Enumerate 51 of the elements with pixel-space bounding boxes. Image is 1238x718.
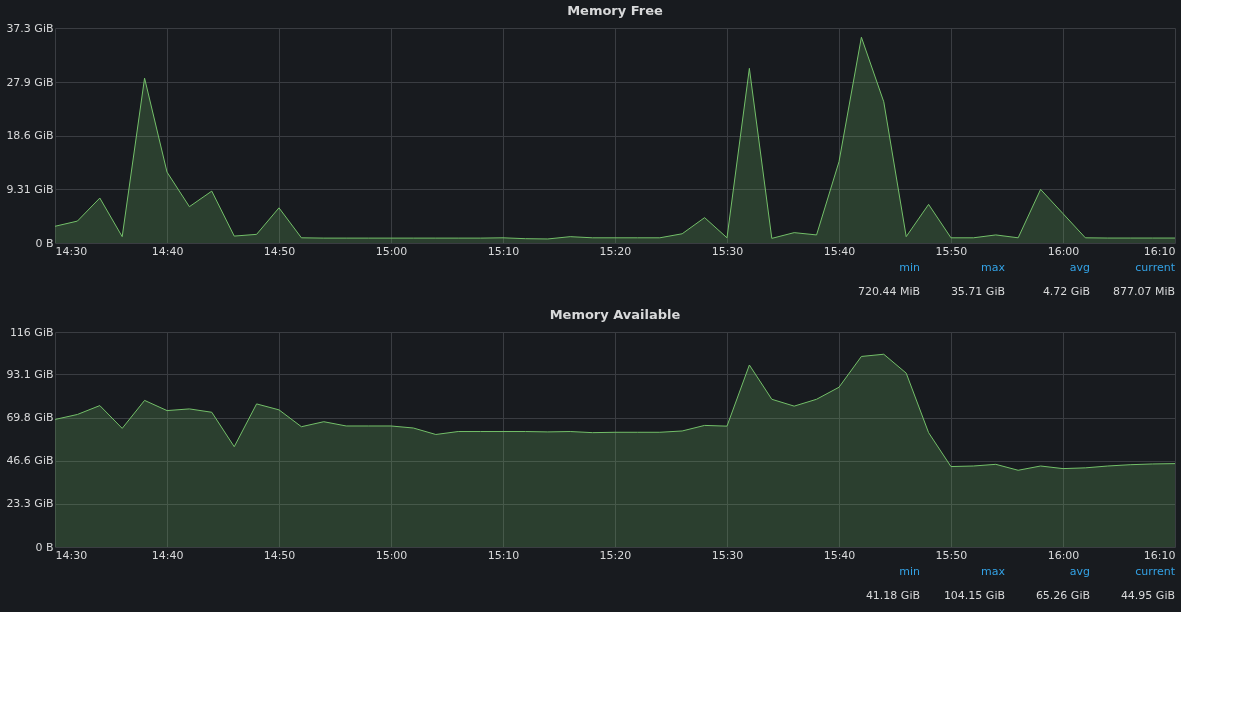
x-tick-label: 16:10 bbox=[1143, 244, 1176, 258]
text: 65.26 GiB bbox=[1035, 589, 1090, 602]
text: current bbox=[1135, 261, 1176, 274]
x-tick-label: 15:00 bbox=[375, 244, 408, 258]
x-tick-label: 15:20 bbox=[599, 548, 632, 562]
text: 41.18 GiB bbox=[865, 589, 920, 602]
y-tick-label: 93.1 GiB bbox=[6, 367, 54, 381]
x-tick-label: 15:50 bbox=[935, 548, 968, 562]
x-tick-label: 16:10 bbox=[1143, 548, 1176, 562]
text: avg bbox=[1069, 565, 1090, 578]
x-tick-label: 14:40 bbox=[151, 244, 184, 258]
text: max bbox=[981, 261, 1006, 274]
y-tick-label: 18.6 GiB bbox=[6, 129, 54, 143]
text: max bbox=[981, 565, 1006, 578]
x-tick-label: 15:20 bbox=[599, 244, 632, 258]
text: 4.72 GiB bbox=[1042, 285, 1090, 298]
y-tick-label: 9.31 GiB bbox=[6, 182, 54, 196]
x-tick-label: 15:30 bbox=[711, 244, 744, 258]
chart-title: Memory Free bbox=[567, 3, 664, 18]
y-tick-label: 46.6 GiB bbox=[6, 454, 54, 468]
x-tick-label: 15:40 bbox=[823, 244, 856, 258]
text: 44.95 GiB bbox=[1120, 589, 1175, 602]
x-tick-label: 15:40 bbox=[823, 548, 856, 562]
x-tick-label: 15:50 bbox=[935, 244, 968, 258]
text: avg bbox=[1069, 261, 1090, 274]
x-tick-label: 14:40 bbox=[151, 548, 184, 562]
text: 35.71 GiB bbox=[950, 285, 1005, 298]
x-tick-label: 14:30 bbox=[55, 244, 88, 258]
text: 720.44 MiB bbox=[857, 285, 920, 298]
text: current bbox=[1135, 565, 1176, 578]
y-tick-label: 0 B bbox=[35, 540, 54, 554]
x-tick-label: 15:10 bbox=[487, 244, 520, 258]
x-tick-label: 15:00 bbox=[375, 548, 408, 562]
x-tick-label: 15:30 bbox=[711, 548, 744, 562]
y-tick-label: 37.3 GiB bbox=[6, 21, 54, 35]
y-tick-label: 27.9 GiB bbox=[6, 75, 54, 89]
text: min bbox=[899, 261, 921, 274]
x-tick-label: 16:00 bbox=[1047, 244, 1080, 258]
x-tick-label: 14:50 bbox=[263, 548, 296, 562]
y-tick-label: 23.3 GiB bbox=[6, 497, 54, 511]
x-tick-label: 16:00 bbox=[1047, 548, 1080, 562]
y-tick-label: 116 GiB bbox=[9, 325, 54, 339]
x-tick-label: 14:50 bbox=[263, 244, 296, 258]
x-tick-label: 15:10 bbox=[487, 548, 520, 562]
y-tick-label: 0 B bbox=[35, 236, 54, 250]
text: 877.07 MiB bbox=[1112, 285, 1175, 298]
text: 104.15 GiB bbox=[943, 589, 1005, 602]
y-tick-label: 69.8 GiB bbox=[6, 411, 54, 425]
text: min bbox=[899, 565, 921, 578]
x-tick-label: 14:30 bbox=[55, 548, 88, 562]
chart-title: Memory Available bbox=[549, 307, 681, 322]
